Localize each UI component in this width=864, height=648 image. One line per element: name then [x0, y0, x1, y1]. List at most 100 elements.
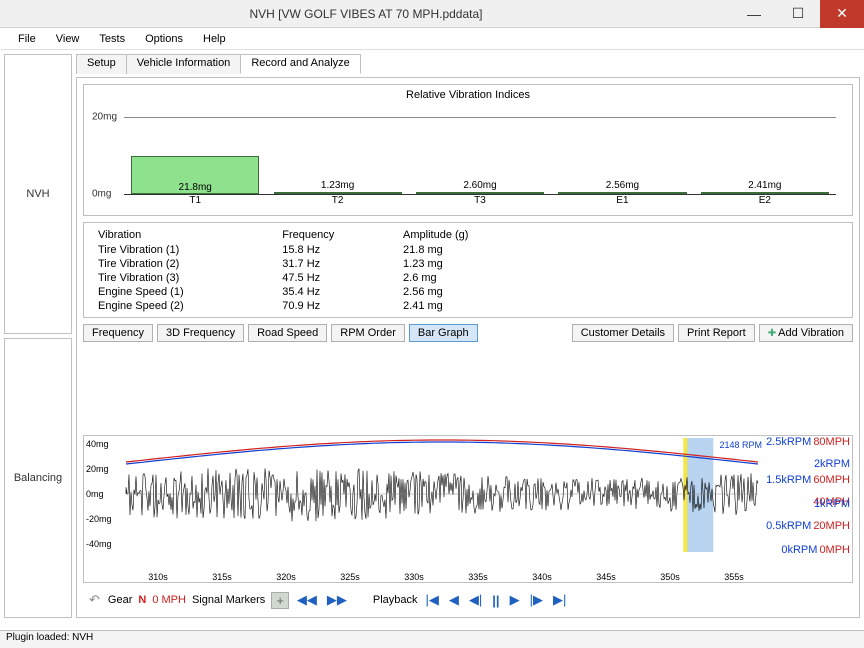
- wave-xl: 320s: [254, 572, 318, 582]
- menu-bar: File View Tests Options Help: [0, 28, 864, 50]
- x-label-E1: E1: [551, 195, 693, 206]
- tests-menu[interactable]: Tests: [89, 31, 135, 47]
- sidebar-balancing[interactable]: Balancing: [4, 338, 72, 618]
- skip-end-button[interactable]: ▶|: [551, 592, 568, 608]
- options-menu[interactable]: Options: [135, 31, 193, 47]
- wave-yr: 2.5kRPM80MPH: [766, 436, 850, 448]
- bar-col-T1: 21.8mg: [124, 156, 266, 194]
- btn-customer-details[interactable]: Customer Details: [572, 324, 674, 342]
- wave-xl: 355s: [702, 572, 766, 582]
- wave-xl: 335s: [446, 572, 510, 582]
- step-back-button[interactable]: ◀|: [467, 592, 484, 608]
- gear-label: Gear: [108, 594, 132, 606]
- wave-xl: 315s: [190, 572, 254, 582]
- tab-strip: Setup Vehicle Information Record and Ana…: [76, 54, 860, 74]
- view-btn-rpm-order[interactable]: RPM Order: [331, 324, 405, 342]
- wave-xl: 325s: [318, 572, 382, 582]
- wave-yl: 0mg: [86, 489, 104, 499]
- main-panel: Setup Vehicle Information Record and Ana…: [76, 54, 860, 618]
- sidebar-nvh[interactable]: NVH: [4, 54, 72, 334]
- view-menu[interactable]: View: [46, 31, 90, 47]
- wave-yr: 1.5kRPM60MPH: [766, 474, 850, 486]
- record-analyze-panel: Relative Vibration Indices 20mg 0mg 21.8…: [76, 77, 860, 618]
- bar-col-E2: 2.41mg: [694, 192, 836, 194]
- btn-print-report[interactable]: Print Report: [678, 324, 755, 342]
- title-bar: NVH [VW GOLF VIBES AT 70 MPH.pddata] — ☐…: [0, 0, 864, 28]
- bar-E1: [558, 192, 686, 194]
- waveform-svg: [84, 436, 844, 554]
- bar-chart: 20mg 0mg 21.8mg1.23mg2.60mg2.56mg2.41mg: [124, 103, 836, 195]
- x-label-T1: T1: [124, 195, 266, 206]
- table-row: Engine Speed (1)35.4 Hz2.56 mg: [92, 285, 543, 299]
- wave-yl: -20mg: [86, 514, 112, 524]
- add-icon: ✚: [768, 328, 776, 339]
- wave-yr: 1kRPM: [814, 498, 850, 510]
- view-button-row: Frequency3D FrequencyRoad SpeedRPM Order…: [83, 324, 853, 342]
- view-btn-bar-graph[interactable]: Bar Graph: [409, 324, 478, 342]
- table-row: Tire Vibration (2)31.7 Hz1.23 mg: [92, 257, 543, 271]
- bar-x-labels: T1T2T3E1E2: [124, 195, 836, 206]
- wave-yl: 40mg: [86, 439, 109, 449]
- playback-label: Playback: [373, 594, 418, 606]
- add-marker-button[interactable]: +: [271, 592, 289, 609]
- wave-xl: 330s: [382, 572, 446, 582]
- wave-yl: -40mg: [86, 539, 112, 549]
- tab-record-analyze[interactable]: Record and Analyze: [240, 54, 360, 74]
- window-title: NVH [VW GOLF VIBES AT 70 MPH.pddata]: [0, 7, 732, 21]
- wave-yl: 20mg: [86, 464, 109, 474]
- y-label-0: 0mg: [92, 189, 111, 200]
- table-row: Tire Vibration (3)47.5 Hz2.6 mg: [92, 271, 543, 285]
- playback-bar: ↶ Gear N 0 MPH Signal Markers + ◀◀ ▶▶ Pl…: [83, 589, 853, 611]
- file-menu[interactable]: File: [8, 31, 46, 47]
- gear-value: N: [138, 594, 146, 606]
- bar-chart-container: Relative Vibration Indices 20mg 0mg 21.8…: [83, 84, 853, 216]
- view-btn-3d-frequency[interactable]: 3D Frequency: [157, 324, 244, 342]
- marker-prev-button[interactable]: ◀◀: [295, 592, 319, 608]
- gridline: [124, 117, 836, 118]
- play-button[interactable]: ▶: [508, 592, 522, 608]
- vibration-table: VibrationFrequencyAmplitude (g) Tire Vib…: [83, 222, 853, 318]
- col-header: Vibration: [92, 227, 276, 243]
- y-label-20: 20mg: [92, 111, 117, 122]
- table-row: Tire Vibration (1)15.8 Hz21.8 mg: [92, 243, 543, 257]
- marker-next-button[interactable]: ▶▶: [325, 592, 349, 608]
- waveform-container: 40mg 20mg 0mg -20mg -40mg 2.5kRPM80MPH 2kRPM 1…: [83, 435, 853, 583]
- rewind-button[interactable]: ◀: [447, 592, 461, 608]
- wave-yr: 0.5kRPM20MPH: [766, 520, 850, 532]
- bar-col-T3: 2.60mg: [409, 192, 551, 194]
- wave-yr: 2kRPM: [814, 458, 850, 470]
- maximize-button[interactable]: ☐: [776, 0, 820, 28]
- x-label-T2: T2: [266, 195, 408, 206]
- x-label-T3: T3: [409, 195, 551, 206]
- col-header: Frequency: [276, 227, 397, 243]
- pause-button[interactable]: ||: [490, 593, 501, 608]
- add-vibration-button[interactable]: ✚Add Vibration: [759, 324, 853, 342]
- window-buttons: — ☐ ✕: [732, 0, 864, 28]
- bar-chart-title: Relative Vibration Indices: [88, 89, 848, 101]
- content-area: NVH Balancing Setup Vehicle Information …: [0, 50, 864, 622]
- help-menu[interactable]: Help: [193, 31, 236, 47]
- bar-T3: [416, 192, 544, 194]
- tab-vehicle-information[interactable]: Vehicle Information: [126, 54, 242, 74]
- status-bar: Plugin loaded: NVH: [0, 630, 864, 648]
- undo-button[interactable]: ↶: [87, 592, 102, 608]
- bar-col-T2: 1.23mg: [266, 192, 408, 194]
- skip-start-button[interactable]: |◀: [424, 592, 441, 608]
- bar-E2: [701, 192, 829, 194]
- bar-col-E1: 2.56mg: [551, 192, 693, 194]
- wave-xl: 350s: [638, 572, 702, 582]
- tab-setup[interactable]: Setup: [76, 54, 127, 74]
- view-btn-road-speed[interactable]: Road Speed: [248, 324, 327, 342]
- mph-label: 0 MPH: [152, 594, 186, 606]
- signal-markers-label: Signal Markers: [192, 594, 265, 606]
- wave-yr: 0kRPM0MPH: [781, 544, 850, 556]
- left-sidebar: NVH Balancing: [4, 54, 72, 618]
- minimize-button[interactable]: —: [732, 0, 776, 28]
- close-button[interactable]: ✕: [820, 0, 864, 28]
- step-fwd-button[interactable]: |▶: [528, 592, 545, 608]
- table-row: Engine Speed (2)70.9 Hz2.41 mg: [92, 299, 543, 313]
- cursor-rpm-label: 2148 RPM: [719, 440, 762, 450]
- view-btn-frequency[interactable]: Frequency: [83, 324, 153, 342]
- wave-xl: 310s: [126, 572, 190, 582]
- bar-T1: 21.8mg: [131, 156, 259, 194]
